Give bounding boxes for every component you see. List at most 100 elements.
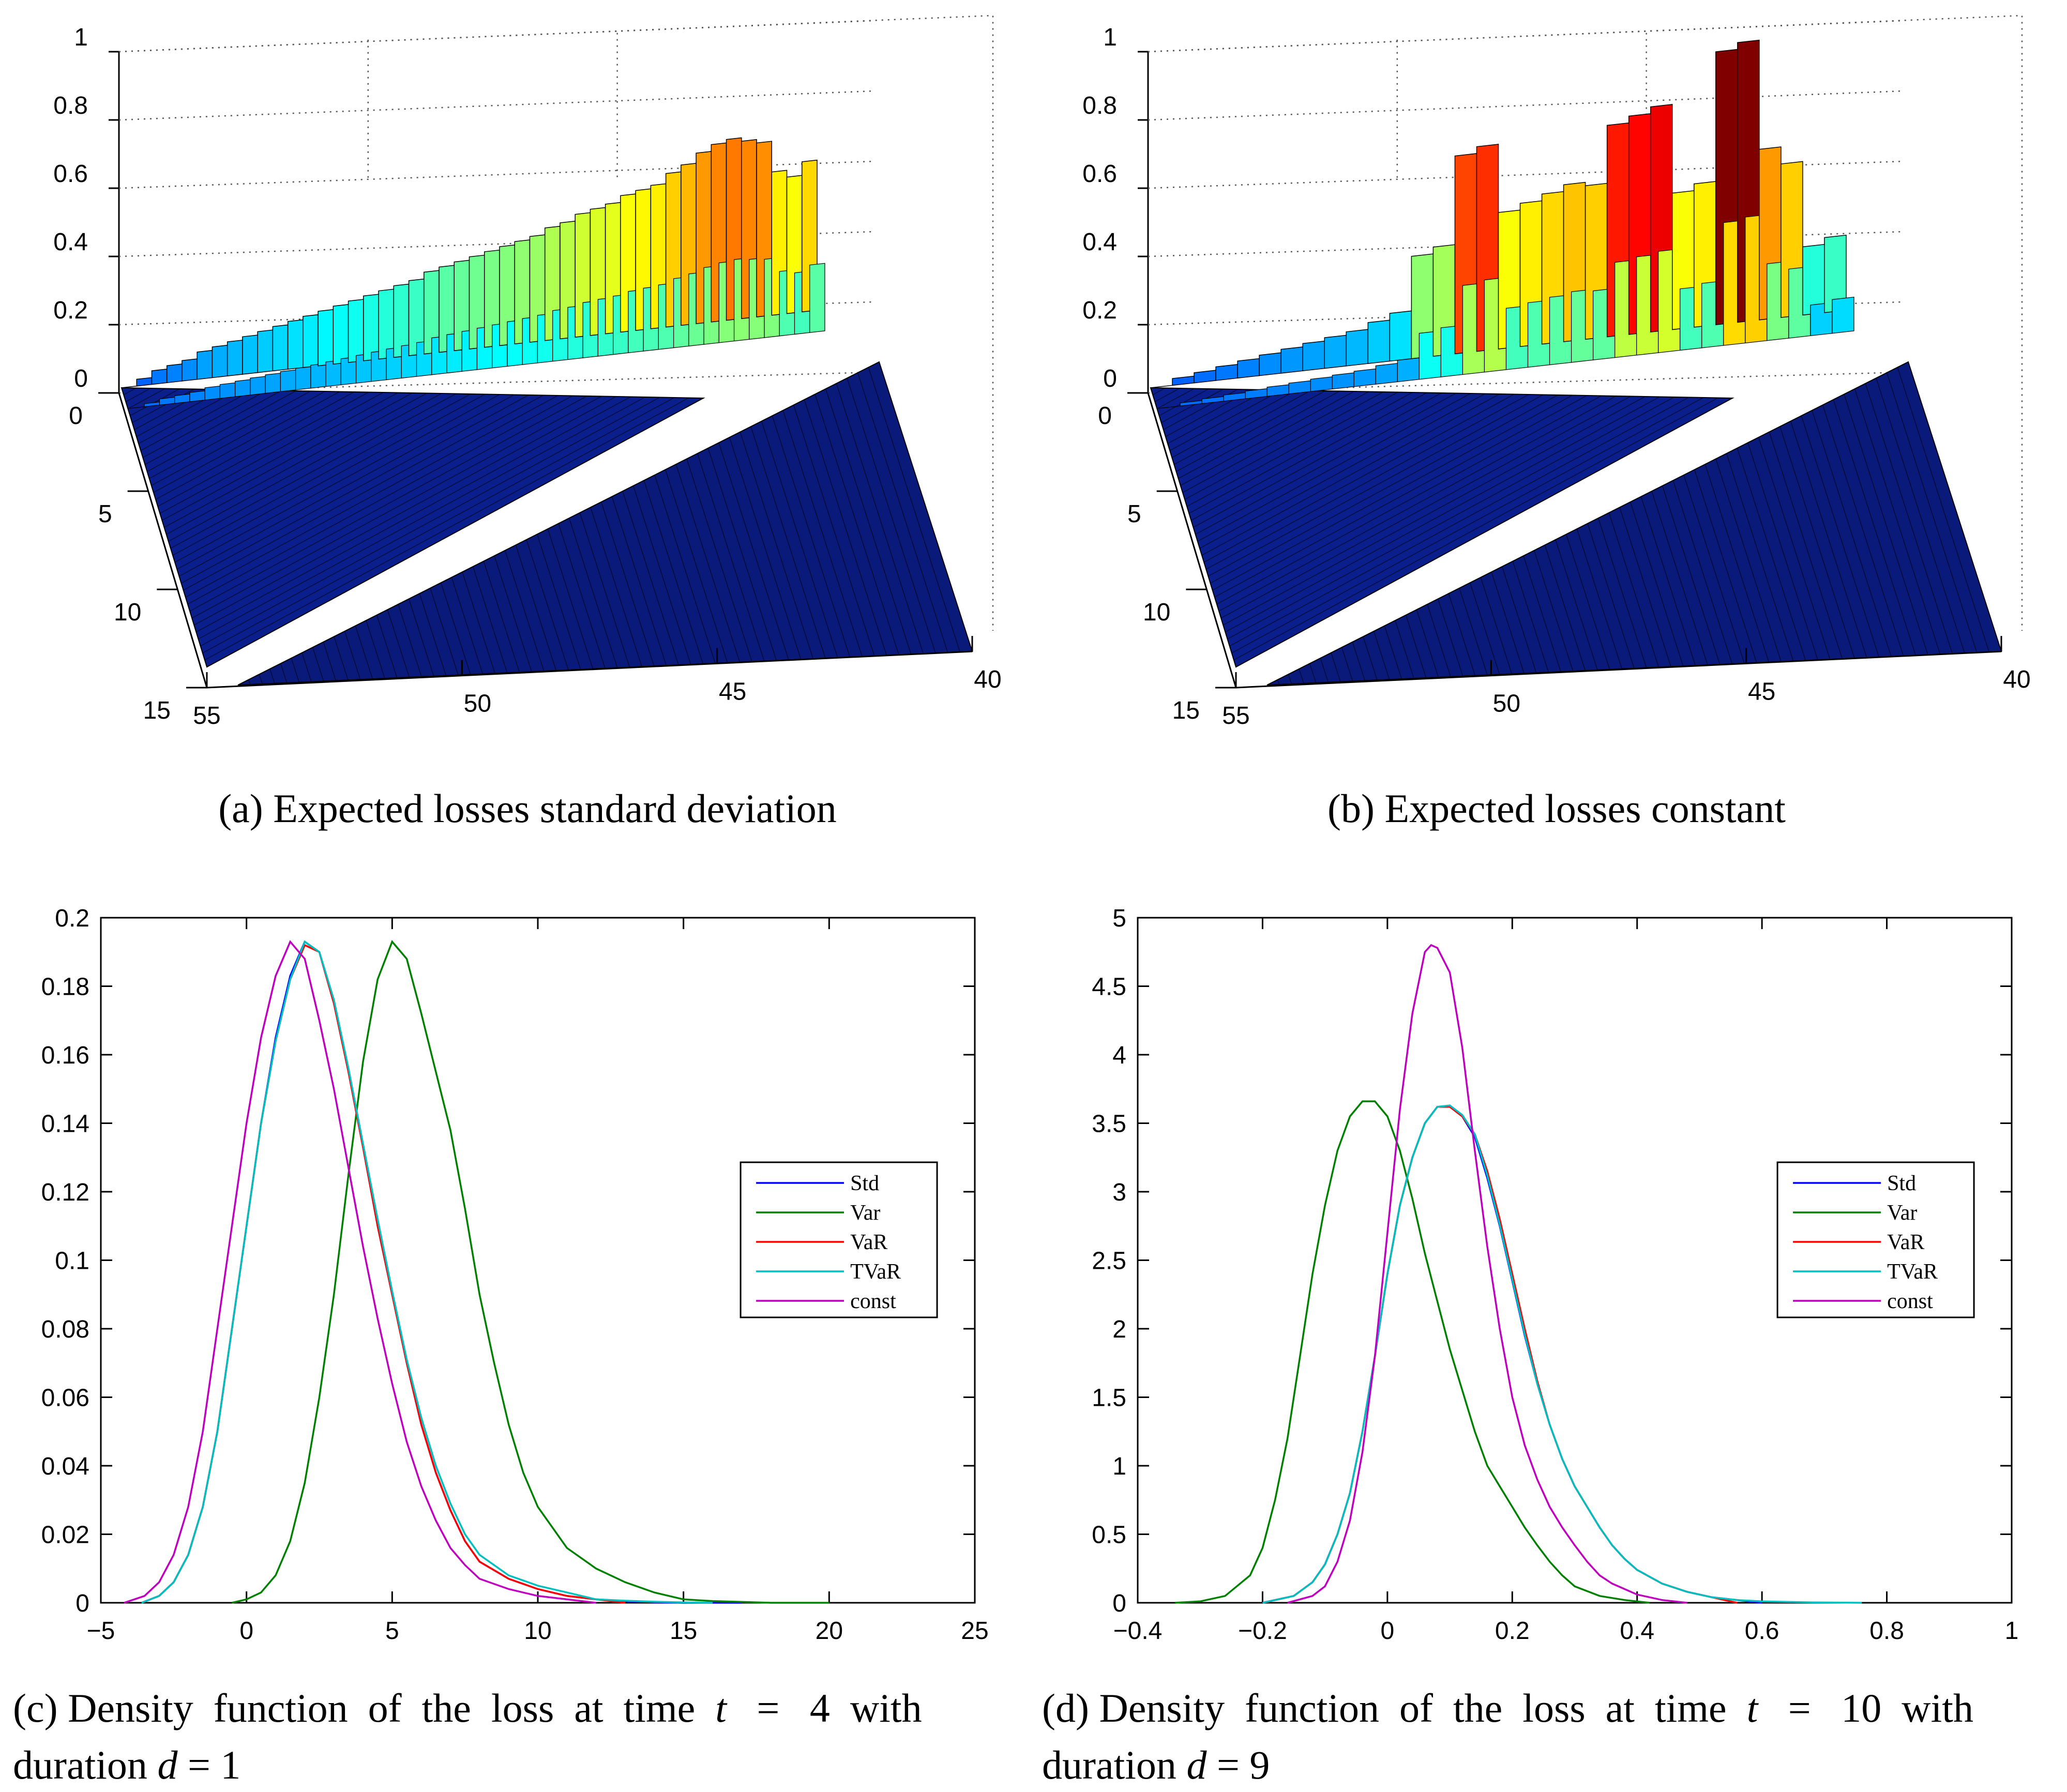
caption-line-1: (c) Density function of the loss at time… — [13, 1685, 922, 1730]
floor-grid-line — [1555, 539, 1598, 670]
ridge-bar-front — [204, 386, 221, 401]
floor-grid-line — [836, 383, 924, 654]
left-grid-line — [128, 388, 165, 409]
caption-label: (a) — [218, 786, 273, 831]
z-tick-label: 0.6 — [53, 160, 88, 188]
x-tick-label: 55 — [193, 702, 220, 730]
floor-grid-line — [1277, 679, 1280, 685]
floor-grid-line — [1320, 658, 1329, 682]
z-grid-line — [118, 20, 874, 53]
floor-grid-line — [344, 631, 361, 680]
floor-grid-line — [601, 502, 655, 666]
left-grid-line — [1231, 397, 1704, 654]
ridge-bar — [1367, 320, 1391, 364]
ridge-bar — [333, 304, 349, 365]
floor-grid-line — [1341, 647, 1353, 681]
left-grid-line — [179, 394, 515, 577]
ridge-bar-front — [295, 366, 311, 390]
floor-grid-line — [1790, 421, 1867, 658]
floor-grid-line — [483, 561, 520, 673]
ridge-bar-front — [1397, 357, 1420, 383]
floor-grid-line — [1715, 459, 1782, 662]
z-tick-label: 0.2 — [53, 297, 88, 324]
x-tick-label: 0 — [1381, 1617, 1395, 1645]
floor-grid-line — [1534, 550, 1574, 672]
left-grid-line — [1182, 391, 1369, 493]
ridge-bar-front — [1288, 380, 1311, 394]
floor-grid-line — [1822, 405, 1904, 656]
caption-equals-2: = 9 — [1206, 1742, 1270, 1787]
floor-grid-line — [1662, 485, 1721, 665]
left-grid-line — [1229, 397, 1689, 647]
floor-grid-line — [611, 496, 667, 666]
left-grid-line — [174, 393, 486, 563]
left-grid-line — [151, 391, 326, 486]
x-axis-line — [1235, 650, 2002, 689]
y-tick-label: 5 — [98, 500, 112, 528]
floor-grid-line — [1608, 512, 1659, 667]
floor-grid-line — [505, 550, 545, 672]
floor-grid-line — [654, 475, 716, 663]
y-tick-label: 15 — [1172, 697, 1200, 724]
floor-grid-line — [419, 593, 446, 676]
floor-grid-line — [1651, 491, 1708, 665]
floor-grid-line — [686, 459, 752, 662]
ridge-bar-front — [809, 263, 825, 333]
ridge-bar — [151, 368, 168, 385]
left-grid-line — [1161, 388, 1224, 423]
caption-equals-2: = 1 — [177, 1742, 240, 1787]
floor-grid-line — [761, 421, 838, 658]
legend-label-std: Std — [850, 1172, 879, 1195]
floor-grid-line — [301, 652, 312, 682]
y-tick-label: 4.5 — [1092, 974, 1126, 1001]
z-tick-label: 0.4 — [53, 229, 88, 256]
floor-grid-line — [1672, 480, 1732, 664]
left-grid-line — [1218, 396, 1617, 612]
floor-grid-line — [1374, 631, 1390, 680]
caption-value: 10 with — [1841, 1685, 1973, 1730]
left-grid-line — [1191, 392, 1427, 521]
floor-grid-line — [1704, 464, 1769, 662]
y-tick-label: 1.5 — [1092, 1385, 1126, 1412]
ridge-bar-front — [250, 376, 266, 396]
legend-label-tvar: TVaR — [850, 1260, 901, 1284]
y-tick-label: 0.16 — [41, 1042, 89, 1069]
floor-grid-line — [1876, 378, 1965, 654]
floor-grid-line — [1726, 453, 1794, 661]
x-tick-label: 10 — [524, 1617, 551, 1645]
floor-grid-line — [312, 647, 324, 681]
y-tick-label: 0.04 — [41, 1453, 89, 1480]
left-grid-line — [1212, 394, 1573, 591]
floor-grid-line — [1566, 534, 1610, 670]
z-tick-label: 0.8 — [53, 92, 88, 119]
y-tick-label: 0.2 — [55, 905, 89, 932]
caption-equals: = — [727, 1685, 810, 1730]
floor-grid-line — [1683, 475, 1745, 663]
caption: (a) Expected losses standard deviation — [218, 786, 837, 831]
left-grid-line — [145, 390, 282, 465]
x-tick-label: 0.6 — [1745, 1617, 1779, 1645]
ridge-bar — [136, 377, 153, 387]
z-tick-label: 1 — [1103, 24, 1117, 51]
floor-grid-line — [1812, 410, 1892, 657]
floor-grid-line — [1587, 523, 1635, 669]
left-grid-line — [1233, 397, 1718, 661]
left-grid-line — [189, 396, 587, 612]
floor-grid-line — [515, 544, 556, 671]
floor-grid-line — [1299, 669, 1304, 684]
series-line-var — [232, 940, 829, 1604]
y-tick-label: 0.18 — [41, 974, 89, 1001]
z-tick-label: 0.2 — [1082, 297, 1117, 324]
z-tick-label: 0.8 — [1082, 92, 1117, 119]
floor-grid-line — [1523, 555, 1561, 672]
floor-grid-line — [1801, 415, 1879, 658]
floor-grid-line — [750, 426, 826, 659]
legend-label-const: const — [850, 1289, 896, 1313]
y-tick-label: 0.14 — [41, 1111, 89, 1138]
left-grid-line — [140, 389, 253, 451]
left-grid-line — [1193, 392, 1442, 528]
legend-label-tvar: TVaR — [1887, 1260, 1938, 1284]
box-edge — [118, 14, 994, 631]
y-tick-label: 0.12 — [41, 1179, 89, 1206]
x-tick-label: 45 — [719, 678, 746, 705]
